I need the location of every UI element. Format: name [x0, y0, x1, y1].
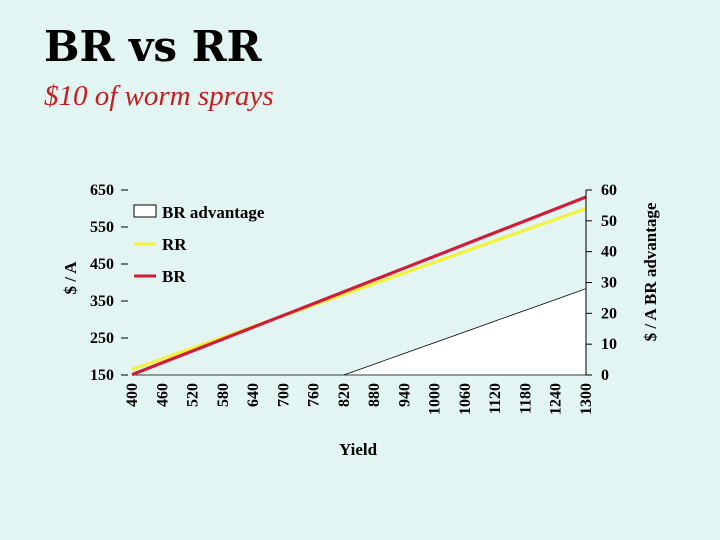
y-tick-label: 450 — [90, 256, 114, 273]
legend-label-br-advantage: BR advantage — [162, 203, 265, 222]
y-axis-left: 150 250 350 450 550 650 — [90, 182, 128, 384]
x-tick-label: 1300 — [578, 383, 595, 415]
x-tick-label: 760 — [306, 383, 323, 407]
y2-tick-label: 60 — [601, 182, 617, 199]
x-tick-label: 820 — [336, 383, 353, 407]
x-axis: 400 460 520 580 640 700 760 820 880 940 1000 1060 11… — [124, 383, 595, 415]
x-tick-label: 580 — [215, 383, 232, 407]
y2-tick-label: 20 — [601, 305, 617, 322]
x-tick-label: 400 — [124, 383, 141, 407]
y2-tick-label: 0 — [601, 367, 609, 384]
y2-axis-title: $ / A BR advantage — [641, 202, 660, 341]
slide-title: BR vs RR — [44, 22, 262, 71]
y2-tick-label: 50 — [601, 213, 617, 230]
y-axis-title: $ / A — [61, 261, 80, 295]
x-tick-label: 1120 — [487, 383, 504, 414]
y2-tick-label: 10 — [601, 336, 617, 353]
x-tick-label: 1060 — [457, 383, 474, 415]
y2-tick-label: 30 — [601, 275, 617, 292]
series-line-br — [131, 195, 587, 377]
y2-tick-label: 40 — [601, 244, 617, 261]
x-tick-label: 640 — [245, 383, 262, 407]
legend-label-rr: RR — [162, 235, 187, 254]
y-tick-label: 350 — [90, 293, 114, 310]
x-tick-label: 880 — [366, 383, 383, 407]
series-line-rr — [131, 206, 587, 371]
x-tick-label: 1240 — [548, 383, 565, 415]
x-tick-label: 520 — [185, 383, 202, 407]
series-area-br-advantage — [132, 288, 587, 376]
y-tick-label: 650 — [90, 182, 114, 199]
y-tick-label: 150 — [90, 367, 114, 384]
x-tick-label: 1180 — [517, 383, 534, 414]
x-axis-title: Yield — [339, 440, 378, 459]
plot-area — [131, 195, 587, 377]
legend-swatch-br-advantage — [133, 204, 157, 218]
x-tick-label: 460 — [154, 383, 171, 407]
y-tick-label: 250 — [90, 330, 114, 347]
x-tick-label: 1000 — [427, 383, 444, 415]
x-tick-label: 700 — [275, 383, 292, 407]
legend: BR advantage RR BR — [133, 203, 265, 286]
y-axis-right: 0 10 20 30 40 50 60 — [585, 182, 617, 384]
x-tick-label: 940 — [396, 383, 413, 407]
slide-subtitle: $10 of worm sprays — [44, 80, 274, 112]
y-tick-label: 550 — [90, 219, 114, 236]
legend-label-br: BR — [162, 267, 186, 286]
